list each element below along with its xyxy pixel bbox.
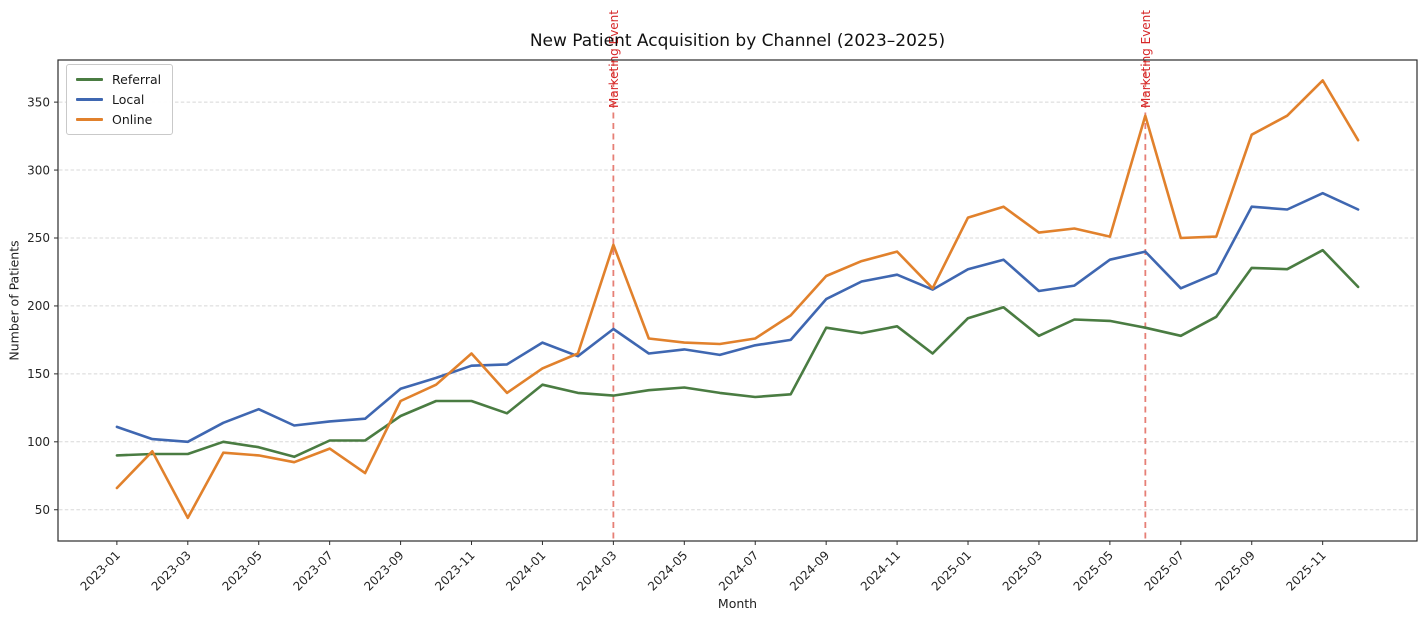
y-tick-label: 50	[35, 503, 50, 517]
x-tick-label: 2023-05	[219, 548, 264, 593]
x-tick-label: 2025-01	[929, 548, 974, 593]
y-tick-label: 150	[27, 367, 50, 381]
legend-item-referral: Referral	[76, 73, 161, 87]
x-tick-label: 2024-09	[787, 548, 832, 593]
legend-label-local: Local	[112, 91, 145, 107]
y-tick-label: 350	[27, 95, 50, 109]
x-tick-label: 2025-03	[1000, 548, 1045, 593]
x-tick-label: 2024-07	[716, 548, 761, 593]
series-line-referral	[115, 248, 1360, 459]
x-tick-label: 2024-11	[858, 548, 903, 593]
x-tick-label: 2023-07	[290, 548, 335, 593]
y-tick-label: 300	[27, 163, 50, 177]
x-tick-label: 2025-07	[1142, 548, 1187, 593]
x-tick-label: 2024-01	[503, 548, 548, 593]
y-tick-label: 100	[27, 435, 50, 449]
y-tick-label: 200	[27, 299, 50, 313]
online-line-swatch	[76, 117, 103, 121]
x-tick-label: 2025-11	[1283, 548, 1328, 593]
x-tick-label: 2024-05	[645, 548, 690, 593]
y-tick-label: 250	[27, 231, 50, 245]
referral-line-swatch	[76, 78, 103, 82]
legend-label-referral: Referral	[112, 72, 162, 87]
series-line-online	[115, 79, 1360, 520]
x-tick-label: 2023-01	[78, 548, 123, 593]
x-tick-label: 2024-03	[574, 548, 619, 593]
x-tick-label: 2025-09	[1213, 548, 1258, 593]
local-line-swatch	[76, 98, 103, 102]
legend: Referral Local Online	[66, 64, 174, 136]
event-label-2025-06: Marketing Event	[1139, 10, 1153, 108]
x-tick-label: 2023-03	[149, 548, 194, 593]
x-tick-label: 2023-11	[432, 548, 477, 593]
legend-label-online: Online	[112, 111, 153, 127]
event-label-2024-03: Marketing Event	[607, 10, 621, 108]
legend-item-online: Online	[76, 111, 161, 127]
x-axis-label: Month	[717, 596, 758, 611]
y-axis-label-wrap: Number of Patients	[6, 60, 22, 541]
y-axis-label: Number of Patients	[6, 240, 22, 361]
axes-frame	[57, 59, 1418, 542]
x-tick-label: 2023-09	[361, 548, 406, 593]
x-tick-label: 2025-05	[1071, 548, 1116, 593]
chart-title: New Patient Acquisition by Channel (2023…	[529, 31, 946, 51]
series-line-local	[115, 191, 1360, 444]
legend-item-local: Local	[76, 91, 161, 107]
